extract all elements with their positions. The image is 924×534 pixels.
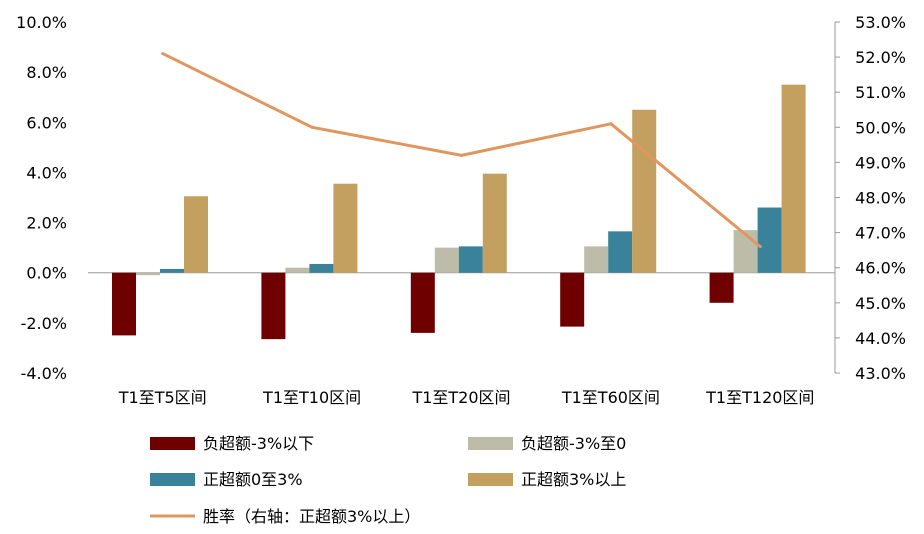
right-tick-label: 44.0%	[855, 329, 906, 348]
win-rate-line-layer	[161, 52, 762, 249]
legend-item-neg-3-to-0: 负超额-3%至0	[468, 434, 626, 453]
left-y-axis: -4.0% -2.0% 0.0% 2.0% 4.0% 6.0% 8.0% 10.0%	[16, 13, 67, 383]
bar	[757, 207, 782, 273]
right-tick-label: 52.0%	[855, 48, 906, 67]
right-y-axis: 43.0% 44.0% 45.0% 46.0% 47.0% 48.0% 49.0% 50.0%…	[834, 13, 906, 383]
right-tick-label: 46.0%	[855, 259, 906, 278]
left-tick-label: 2.0%	[26, 214, 67, 233]
legend-item-pos-0-to-3: 正超额0至3%	[150, 470, 303, 489]
legend-swatch-neg-below-3	[150, 437, 195, 450]
legend-label-pos-above-3: 正超额3%以上	[521, 470, 626, 489]
bar	[458, 246, 483, 273]
win-rate-point	[460, 153, 463, 157]
bar	[285, 267, 310, 273]
right-tick-label: 51.0%	[855, 83, 906, 102]
x-tick-label: T1至T5区间	[118, 388, 207, 407]
bar	[333, 183, 358, 273]
bar	[560, 272, 585, 327]
right-tick-label: 47.0%	[855, 224, 906, 243]
left-tick-label: 4.0%	[26, 163, 67, 182]
right-tick-label: 50.0%	[855, 118, 906, 137]
left-tick-label: 6.0%	[26, 113, 67, 132]
bars-layer	[112, 84, 806, 340]
legend-item-pos-above-3: 正超额3%以上	[468, 470, 626, 489]
bar	[112, 272, 136, 336]
win-rate-point	[310, 125, 314, 129]
x-axis: T1至T5区间 T1至T10区间 T1至T20区间 T1至T60区间 T1至T120区间	[118, 388, 815, 407]
left-tick-label: 0.0%	[26, 264, 67, 283]
win-rate-point	[609, 122, 613, 126]
legend: 负超额-3%以下 负超额-3%至0 正超额0至3% 正超额3%以上 胜率（右轴：…	[150, 434, 626, 526]
bar	[309, 263, 334, 273]
legend-item-win-rate: 胜率（右轴：正超额3%以上）	[150, 507, 420, 526]
bar	[410, 272, 435, 333]
bar	[584, 246, 609, 273]
left-tick-label: 10.0%	[16, 13, 67, 32]
bar	[709, 272, 734, 303]
x-tick-label: T1至T20区间	[411, 388, 510, 407]
x-tick-label: T1至T120区间	[705, 388, 814, 407]
legend-item-neg-below-3: 负超额-3%以下	[150, 434, 314, 453]
right-tick-label: 48.0%	[855, 189, 906, 208]
bar	[434, 247, 459, 273]
bar	[632, 109, 657, 273]
legend-swatch-pos-0-to-3	[150, 473, 195, 486]
legend-label-neg-below-3: 负超额-3%以下	[203, 434, 314, 453]
legend-swatch-neg-3-to-0	[468, 437, 513, 450]
bar	[136, 272, 160, 276]
legend-label-neg-3-to-0: 负超额-3%至0	[521, 434, 626, 453]
right-tick-label: 53.0%	[855, 13, 906, 32]
right-tick-label: 43.0%	[855, 364, 906, 383]
bar	[733, 230, 758, 273]
bar	[160, 268, 184, 273]
bar	[482, 173, 507, 273]
left-tick-label: 8.0%	[26, 63, 67, 82]
left-tick-label: -4.0%	[21, 364, 67, 383]
win-rate-point	[758, 245, 762, 249]
legend-label-pos-0-to-3: 正超额0至3%	[203, 470, 303, 489]
bar	[261, 272, 286, 340]
bar	[608, 231, 633, 273]
x-tick-label: T1至T10区间	[262, 388, 361, 407]
right-tick-label: 45.0%	[855, 294, 906, 313]
left-tick-label: -2.0%	[21, 314, 67, 333]
right-tick-label: 49.0%	[855, 153, 906, 172]
win-rate-point	[161, 52, 165, 56]
legend-label-win-rate: 胜率（右轴：正超额3%以上）	[203, 507, 420, 526]
bar	[184, 196, 208, 273]
win-rate-line	[162, 52, 762, 248]
x-tick-label: T1至T60区间	[561, 388, 660, 407]
legend-swatch-pos-above-3	[468, 473, 513, 486]
bar	[781, 84, 806, 273]
